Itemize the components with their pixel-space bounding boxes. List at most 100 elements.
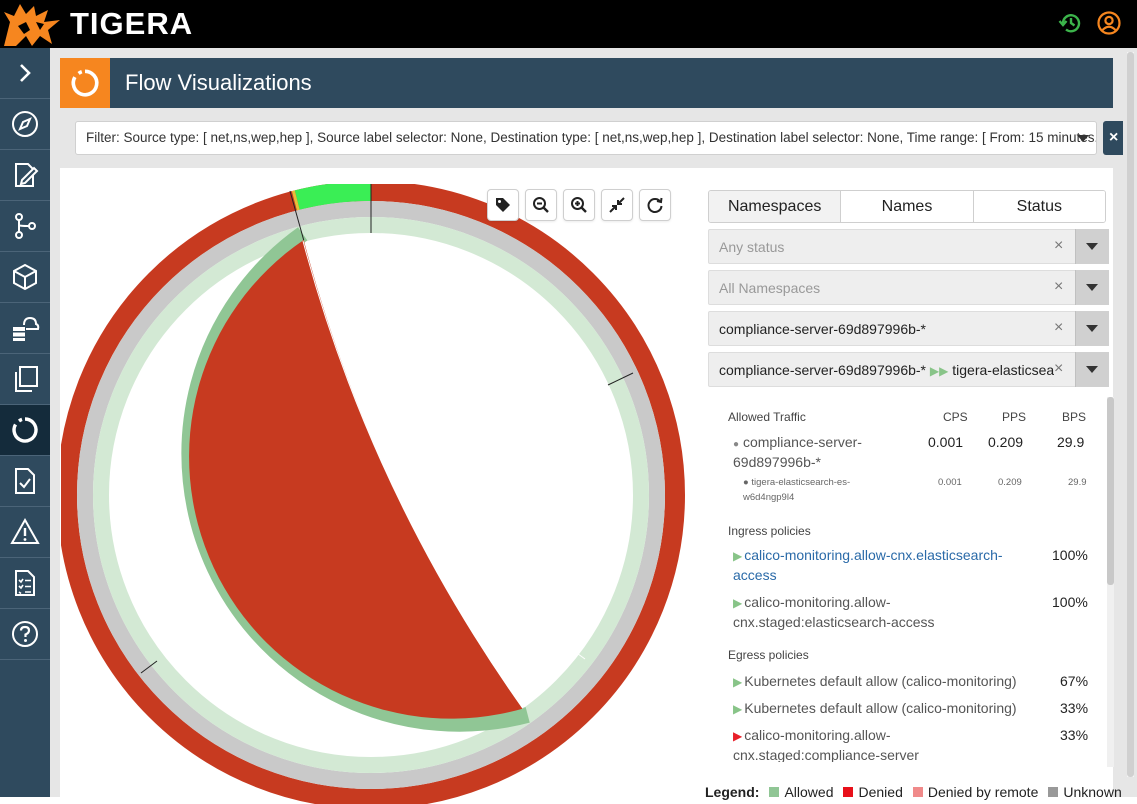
ingress-policy-link-line2[interactable]: access	[733, 567, 777, 583]
selected-node-arc[interactable]	[294, 184, 372, 210]
name-select[interactable]: compliance-server-69d897996b-* ×	[708, 311, 1109, 346]
zoom-in-button[interactable]	[563, 189, 595, 221]
filter-panel-toggle-button[interactable]: ×	[1103, 121, 1123, 155]
sidebar-item-alerts[interactable]	[0, 507, 50, 558]
namespace-select[interactable]: All Namespaces ×	[708, 270, 1109, 305]
user-account-icon[interactable]	[1096, 10, 1122, 36]
allow-arrow-icon: ▶	[733, 675, 743, 689]
brand-name: TIGERA	[70, 6, 194, 41]
details-scrollbar[interactable]	[1107, 397, 1114, 767]
flow-chord-edge	[302, 240, 524, 709]
ingress-policy-pct: 100%	[1052, 547, 1088, 563]
ring-divider	[140, 660, 158, 674]
tab-status[interactable]: Status	[973, 191, 1105, 222]
ingress-policy-link[interactable]: ▶ calico-monitoring.allow-cnx.elasticsear…	[733, 547, 1003, 563]
main-content: Flow Visualizations Filter: Source type:…	[50, 48, 1137, 804]
warning-icon	[10, 517, 40, 544]
page-title: Flow Visualizations	[125, 70, 312, 95]
dest-name-line1: tigera-elasticsearch-es-	[751, 477, 851, 488]
zoom-out-button[interactable]	[525, 189, 557, 221]
clear-icon[interactable]: ×	[1054, 319, 1064, 336]
sidebar-item-expand[interactable]	[0, 48, 50, 99]
egress-policy-pct: 33%	[1060, 700, 1089, 716]
chevron-right-icon	[20, 64, 31, 82]
namespace-select-placeholder: All Namespaces	[719, 280, 821, 296]
collapse-icon	[609, 197, 625, 213]
flow-visualization-icon	[12, 417, 38, 443]
tab-names[interactable]: Names	[841, 191, 974, 222]
flow-select[interactable]: compliance-server-69d897996b-* ▶▶ tigera…	[708, 352, 1109, 387]
source-pps: 0.209	[988, 434, 1024, 450]
flow-chord[interactable]	[189, 240, 523, 719]
copy-icon	[15, 366, 38, 392]
tag-button[interactable]	[487, 189, 519, 221]
allowed-traffic-heading: Allowed Traffic	[728, 410, 806, 424]
details-scrollbar-thumb[interactable]	[1107, 397, 1114, 585]
sidebar-item-compliance[interactable]	[0, 456, 50, 507]
flow-source: compliance-server-69d897996b-*	[719, 362, 927, 378]
legend-unknown-label: Unknown	[1063, 784, 1122, 800]
git-branch-icon	[15, 213, 36, 239]
brand[interactable]: TIGERA	[0, 0, 193, 48]
sidebar-item-audit-logs[interactable]	[0, 558, 50, 609]
legend-denied-remote-swatch	[912, 787, 923, 797]
status-select[interactable]: Any status ×	[708, 229, 1109, 264]
document-check-icon	[15, 468, 35, 494]
cloud-database-icon	[13, 316, 40, 341]
egress-heading: Egress policies	[728, 648, 809, 662]
source-bps: 29.9	[1057, 434, 1085, 450]
ingress-policy-staged: ▶ calico-monitoring.allow-	[733, 594, 891, 610]
zoom-out-icon	[533, 197, 549, 213]
sidebar-item-network-sets[interactable]	[0, 303, 50, 354]
sidebar-item-help[interactable]	[0, 609, 50, 660]
legend-title: Legend:	[705, 784, 760, 800]
legend-denied-swatch	[843, 787, 854, 797]
chevron-down-icon[interactable]	[1075, 311, 1109, 346]
egress-policy-staged: ▶ calico-monitoring.allow-	[733, 727, 891, 743]
sidebar-item-policy-board[interactable]	[0, 201, 50, 252]
history-icon[interactable]	[1058, 10, 1084, 36]
egress-policy-pct: 67%	[1060, 673, 1089, 689]
filter-bar: Filter: Source type: [ net,ns,wep,hep ],…	[60, 108, 1123, 168]
cube-icon	[13, 263, 37, 291]
clear-icon[interactable]: ×	[1054, 237, 1064, 254]
legend: Legend: Allowed Denied Denied by remote …	[705, 784, 1122, 800]
dest-bps: 29.9	[1068, 477, 1087, 488]
name-select-value: compliance-server-69d897996b-*	[719, 321, 927, 337]
dest-name: ● tigera-elasticsearch-es-	[743, 477, 851, 488]
flow-details: Allowed Traffic CPS PPS BPS ● compliance…	[720, 400, 1095, 762]
tab-namespaces[interactable]: Namespaces	[709, 191, 842, 222]
chevron-down-icon[interactable]	[1075, 229, 1109, 264]
clear-icon[interactable]: ×	[1054, 278, 1064, 295]
view-tabs: Namespaces Names Status	[708, 190, 1106, 223]
sidebar-item-policies[interactable]	[0, 150, 50, 201]
flow-chord-diagram[interactable]	[61, 184, 691, 804]
flow-visualization-icon	[71, 69, 99, 97]
chevron-down-icon[interactable]	[1075, 270, 1109, 305]
sidebar-item-dashboard[interactable]	[0, 99, 50, 150]
allow-arrow-icon: ▶	[733, 549, 743, 563]
collapse-button[interactable]	[601, 189, 633, 221]
sidebar-item-managed-clusters[interactable]	[0, 354, 50, 405]
legend-unknown-swatch	[1048, 787, 1059, 797]
sidebar-item-flow-visualizations[interactable]	[0, 405, 50, 456]
ring-divider	[607, 372, 634, 386]
sidebar-item-endpoints[interactable]	[0, 252, 50, 303]
chevron-down-icon[interactable]	[1075, 352, 1109, 387]
selected-node-edge-arc	[291, 190, 300, 211]
filter-dropdown[interactable]: Filter: Source type: [ net,ns,wep,hep ],…	[75, 121, 1097, 155]
status-select-placeholder: Any status	[719, 239, 785, 255]
page-header: Flow Visualizations	[60, 58, 1113, 108]
source-name-line1: compliance-server-	[742, 434, 862, 450]
ingress-policy-staged-pct: 100%	[1052, 594, 1088, 610]
page-scrollbar[interactable]	[1127, 52, 1134, 777]
edit-document-icon	[15, 163, 39, 187]
refresh-button[interactable]	[639, 189, 671, 221]
sidebar	[0, 48, 50, 797]
dest-pps: 0.209	[998, 477, 1022, 488]
allow-arrow-icon: ▶	[733, 702, 743, 716]
ring-divider	[289, 190, 305, 241]
page-scrollbar-thumb[interactable]	[1127, 52, 1134, 777]
legend-allowed-swatch	[769, 787, 780, 797]
clear-icon[interactable]: ×	[1054, 360, 1064, 377]
